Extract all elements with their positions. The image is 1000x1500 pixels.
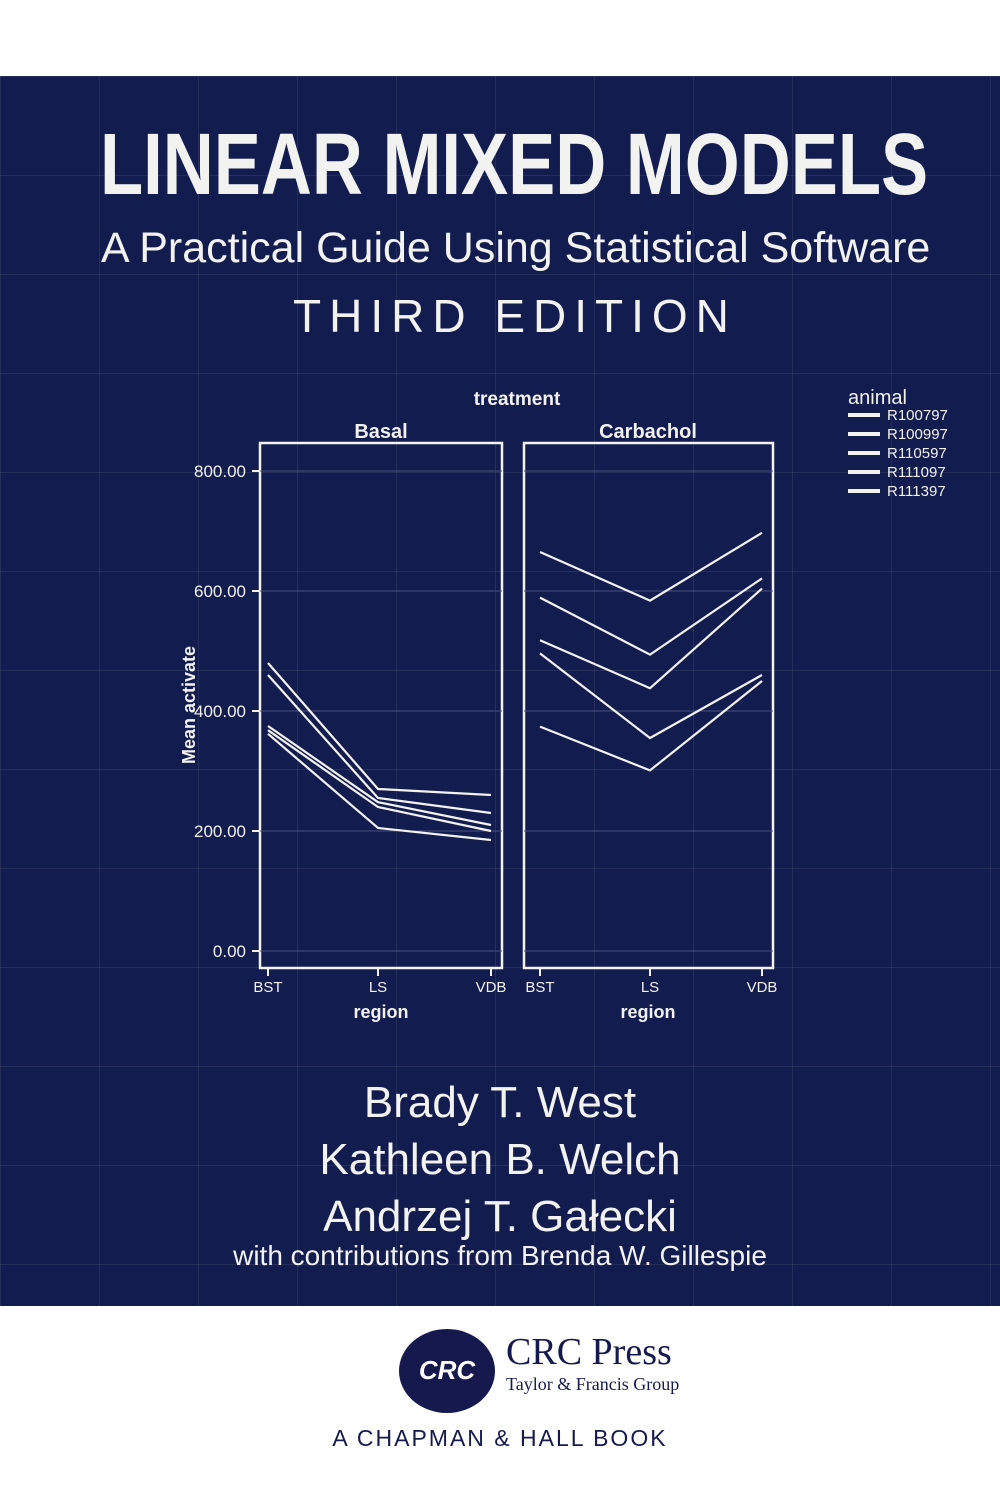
svg-text:animal: animal	[848, 387, 907, 409]
svg-text:region: region	[353, 1002, 408, 1022]
svg-text:R110597: R110597	[887, 445, 947, 462]
svg-text:400.00: 400.00	[194, 702, 246, 721]
svg-text:Mean activate: Mean activate	[179, 646, 199, 764]
svg-text:R111097: R111097	[887, 464, 946, 481]
svg-text:Carbachol: Carbachol	[599, 421, 697, 443]
svg-text:R100797: R100797	[887, 407, 948, 424]
svg-text:LS: LS	[369, 979, 387, 996]
svg-text:800.00: 800.00	[194, 462, 246, 481]
svg-text:R100997: R100997	[887, 426, 948, 443]
svg-text:BST: BST	[525, 979, 554, 996]
svg-text:VDB: VDB	[476, 979, 507, 996]
svg-text:A CHAPMAN & HALL BOOK: A CHAPMAN & HALL BOOK	[332, 1425, 667, 1451]
svg-text:region: region	[620, 1002, 675, 1022]
svg-text:200.00: 200.00	[194, 822, 246, 841]
svg-text:BST: BST	[253, 979, 282, 996]
svg-text:VDB: VDB	[747, 979, 778, 996]
svg-text:Basal: Basal	[354, 421, 407, 443]
svg-text:LS: LS	[641, 979, 659, 996]
svg-text:600.00: 600.00	[194, 582, 246, 601]
svg-text:CRC: CRC	[419, 1355, 477, 1385]
svg-text:CRC Press: CRC Press	[506, 1331, 672, 1373]
svg-text:0.00: 0.00	[213, 942, 246, 961]
svg-text:Taylor & Francis Group: Taylor & Francis Group	[506, 1374, 679, 1394]
svg-text:R111397: R111397	[887, 483, 946, 500]
svg-text:treatment: treatment	[474, 389, 561, 410]
